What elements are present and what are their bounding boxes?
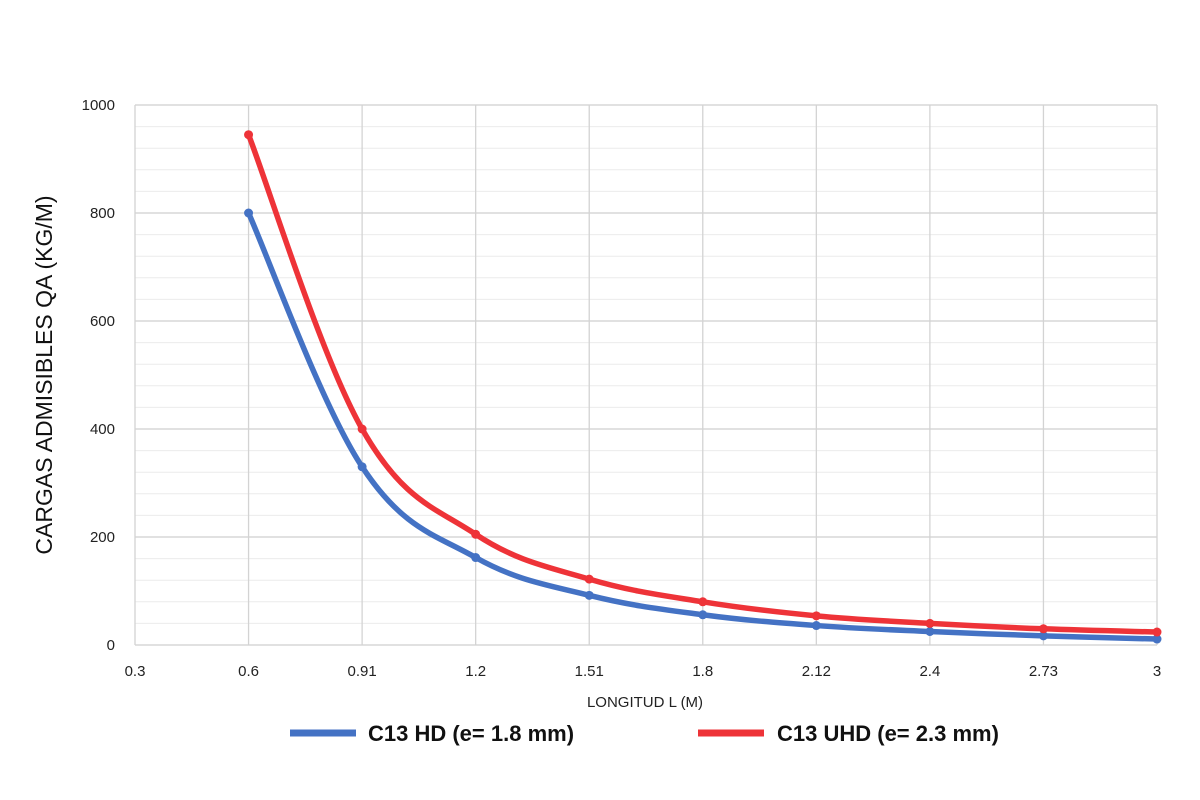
data-point-uhd xyxy=(584,574,594,584)
y-tick-label: 1000 xyxy=(82,97,115,114)
x-tick-label: 2.73 xyxy=(1029,663,1058,680)
data-point-uhd xyxy=(811,611,821,621)
data-point-hd xyxy=(811,621,821,631)
data-point-hd xyxy=(584,590,594,600)
y-tick-label: 600 xyxy=(90,313,115,330)
data-point-hd xyxy=(1152,634,1162,644)
legend: C13 HD (e= 1.8 mm) C13 UHD (e= 2.3 mm) xyxy=(290,721,999,746)
data-point-uhd xyxy=(1152,627,1162,637)
data-point-uhd xyxy=(471,529,481,539)
y-tick-label: 0 xyxy=(107,637,115,654)
x-tick-label: 2.12 xyxy=(802,663,831,680)
legend-label-uhd: C13 UHD (e= 2.3 mm) xyxy=(777,721,999,746)
legend-item-uhd: C13 UHD (e= 2.3 mm) xyxy=(698,721,999,746)
data-point-uhd xyxy=(1038,624,1048,634)
legend-item-hd: C13 HD (e= 1.8 mm) xyxy=(290,721,574,746)
legend-label-hd: C13 HD (e= 1.8 mm) xyxy=(368,721,574,746)
data-point-hd xyxy=(357,462,367,472)
y-axis-title: CARGAS ADMISIBLES QA (KG/M) xyxy=(31,195,57,554)
data-point-hd xyxy=(1038,631,1048,641)
data-point-hd xyxy=(244,208,254,218)
data-point-hd xyxy=(471,553,481,563)
grid-lines xyxy=(134,104,1158,646)
y-tick-label: 200 xyxy=(90,529,115,546)
data-point-uhd xyxy=(244,130,254,140)
x-tick-label: 1.51 xyxy=(575,663,604,680)
x-tick-label: 0.91 xyxy=(348,663,377,680)
x-tick-label: 0.6 xyxy=(238,663,259,680)
x-axis-ticks: 0.3 0.6 0.91 1.2 1.51 1.8 2.12 2.4 2.73 3 xyxy=(125,663,1162,680)
data-point-hd xyxy=(925,627,935,636)
y-axis-ticks: 0 200 400 600 800 1000 xyxy=(82,97,115,654)
x-tick-label: 3 xyxy=(1153,663,1161,680)
y-tick-label: 400 xyxy=(90,421,115,438)
series-markers xyxy=(244,130,1162,644)
data-point-hd xyxy=(698,610,708,620)
x-tick-label: 1.8 xyxy=(692,663,713,680)
x-axis-title: LONGITUD L (M) xyxy=(587,694,703,711)
data-point-uhd xyxy=(698,597,708,607)
x-tick-label: 1.2 xyxy=(465,663,486,680)
x-tick-label: 2.4 xyxy=(919,663,940,680)
data-point-uhd xyxy=(357,424,367,434)
y-tick-label: 800 xyxy=(90,205,115,222)
x-tick-label: 0.3 xyxy=(125,663,146,680)
data-point-uhd xyxy=(925,618,935,628)
